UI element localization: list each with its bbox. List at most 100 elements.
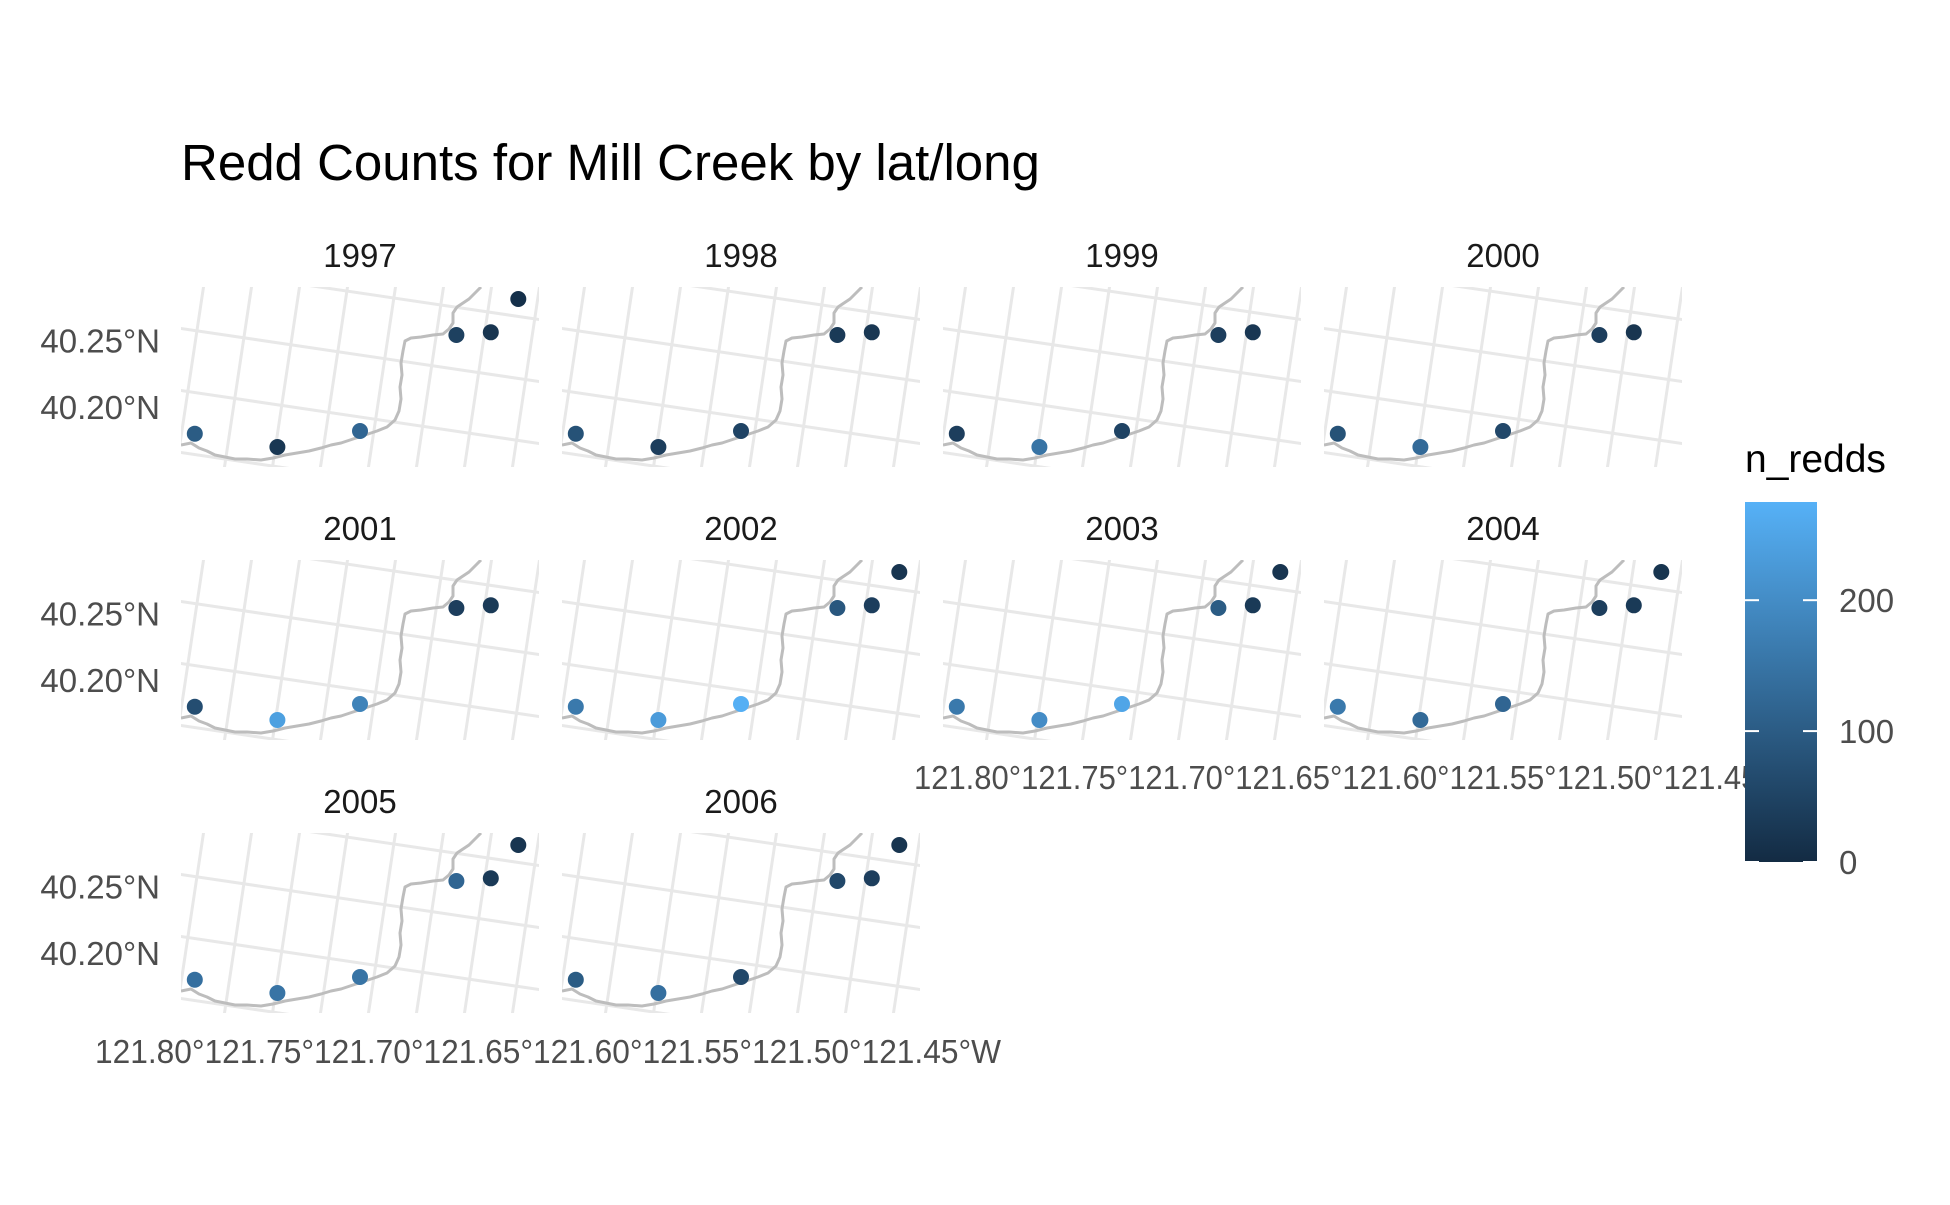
- redd-point: [186, 971, 203, 988]
- redd-point: [1412, 439, 1429, 455]
- meridian-line: [1272, 560, 1301, 740]
- meridian-line: [1176, 287, 1208, 467]
- meridian-line: [1080, 287, 1112, 467]
- legend-tick-label: 100: [1839, 713, 1894, 750]
- redd-point: [510, 291, 527, 307]
- redd-point: [891, 837, 908, 853]
- meridian-line: [1128, 560, 1160, 740]
- graticule: [181, 833, 539, 1013]
- parallel-line: [181, 388, 539, 446]
- parallel-line: [181, 599, 539, 657]
- redd-point: [186, 425, 203, 442]
- redd-point: [1114, 696, 1130, 712]
- meridian-line: [1653, 560, 1682, 740]
- graticule: [1324, 277, 1732, 477]
- legend-colorbar: [1745, 502, 1817, 862]
- meridian-line: [366, 833, 398, 1013]
- redd-point: [863, 870, 880, 887]
- parallel-line: [1071, 560, 1301, 595]
- meridian-line: [510, 833, 539, 1013]
- facet-strip-label: 2005: [323, 783, 396, 820]
- meridian-line: [943, 287, 968, 448]
- redd-point: [510, 837, 527, 853]
- parallel-line: [943, 326, 1301, 384]
- meridian-line: [795, 287, 827, 467]
- meridian-line: [562, 833, 587, 994]
- meridian-line: [222, 833, 254, 1013]
- parallel-line: [1452, 287, 1682, 322]
- meridian-line: [747, 560, 779, 740]
- redd-point: [1591, 327, 1608, 343]
- meridian-line: [940, 277, 970, 477]
- facet-strip-label: 2001: [323, 510, 396, 547]
- facet-strip-label: 2006: [704, 783, 777, 820]
- meridian-line: [1324, 287, 1349, 448]
- parallel-line: [309, 287, 539, 322]
- river-line: [562, 560, 864, 735]
- meridian-line: [559, 277, 589, 477]
- meridian-line: [603, 560, 635, 740]
- redd-point: [448, 873, 465, 889]
- redd-point: [1329, 425, 1346, 442]
- parallel-line: [562, 450, 671, 467]
- meridian-line: [603, 833, 635, 1013]
- redd-point: [733, 696, 749, 712]
- parallel-line: [1324, 723, 1433, 740]
- y-tick-label: 40.25°N: [40, 868, 160, 905]
- parallel-line: [943, 723, 1052, 740]
- redd-point: [269, 712, 286, 728]
- redd-point: [829, 327, 846, 343]
- river-line: [943, 287, 1245, 462]
- river-line: [181, 287, 483, 462]
- meridian-line: [1509, 287, 1541, 467]
- parallel-line: [1324, 326, 1682, 384]
- meridian-line: [462, 287, 494, 467]
- parallel-line: [562, 996, 671, 1013]
- graticule: [1324, 560, 1682, 740]
- meridian-line: [414, 560, 446, 740]
- parallel-line: [562, 326, 920, 384]
- parallel-line: [1071, 287, 1301, 322]
- redd-point: [352, 696, 368, 712]
- facet-strip-label: 1997: [323, 237, 396, 274]
- facet-panel: [181, 277, 589, 477]
- meridian-line: [510, 287, 539, 467]
- redd-point: [1495, 423, 1511, 439]
- redd-point: [1625, 324, 1642, 341]
- river-line: [562, 287, 864, 462]
- meridian-line: [1128, 287, 1160, 467]
- facet-panel: [562, 560, 920, 740]
- parallel-line: [562, 388, 920, 446]
- meridian-line: [1224, 560, 1256, 740]
- meridian-line: [1702, 277, 1732, 477]
- parallel-line: [181, 723, 290, 740]
- redd-point: [1272, 564, 1289, 580]
- river-line: [181, 833, 483, 1008]
- parallel-line: [1324, 450, 1433, 467]
- legend-tick-label: 0: [1839, 844, 1857, 881]
- parallel-line: [1324, 599, 1682, 657]
- meridian-line: [699, 287, 731, 467]
- y-tick-label: 40.20°N: [40, 935, 160, 972]
- y-tick-label: 40.20°N: [40, 662, 160, 699]
- redd-point: [1244, 597, 1261, 614]
- parallel-line: [943, 450, 1052, 467]
- parallel-line: [690, 560, 920, 595]
- parallel-line: [309, 560, 539, 595]
- meridian-line: [222, 560, 254, 740]
- redd-point: [482, 870, 499, 887]
- facet-strip-label: 2000: [1466, 237, 1539, 274]
- river-line: [943, 560, 1245, 735]
- meridian-line: [843, 833, 875, 1013]
- meridian-line: [603, 287, 635, 467]
- chart-title: Redd Counts for Mill Creek by lat/long: [181, 134, 1040, 191]
- river-line: [1324, 560, 1626, 735]
- meridian-line: [747, 287, 779, 467]
- parallel-line: [943, 599, 1301, 657]
- parallel-line: [181, 872, 539, 930]
- meridian-line: [562, 560, 587, 721]
- meridian-line: [747, 833, 779, 1013]
- redd-point: [1495, 696, 1511, 712]
